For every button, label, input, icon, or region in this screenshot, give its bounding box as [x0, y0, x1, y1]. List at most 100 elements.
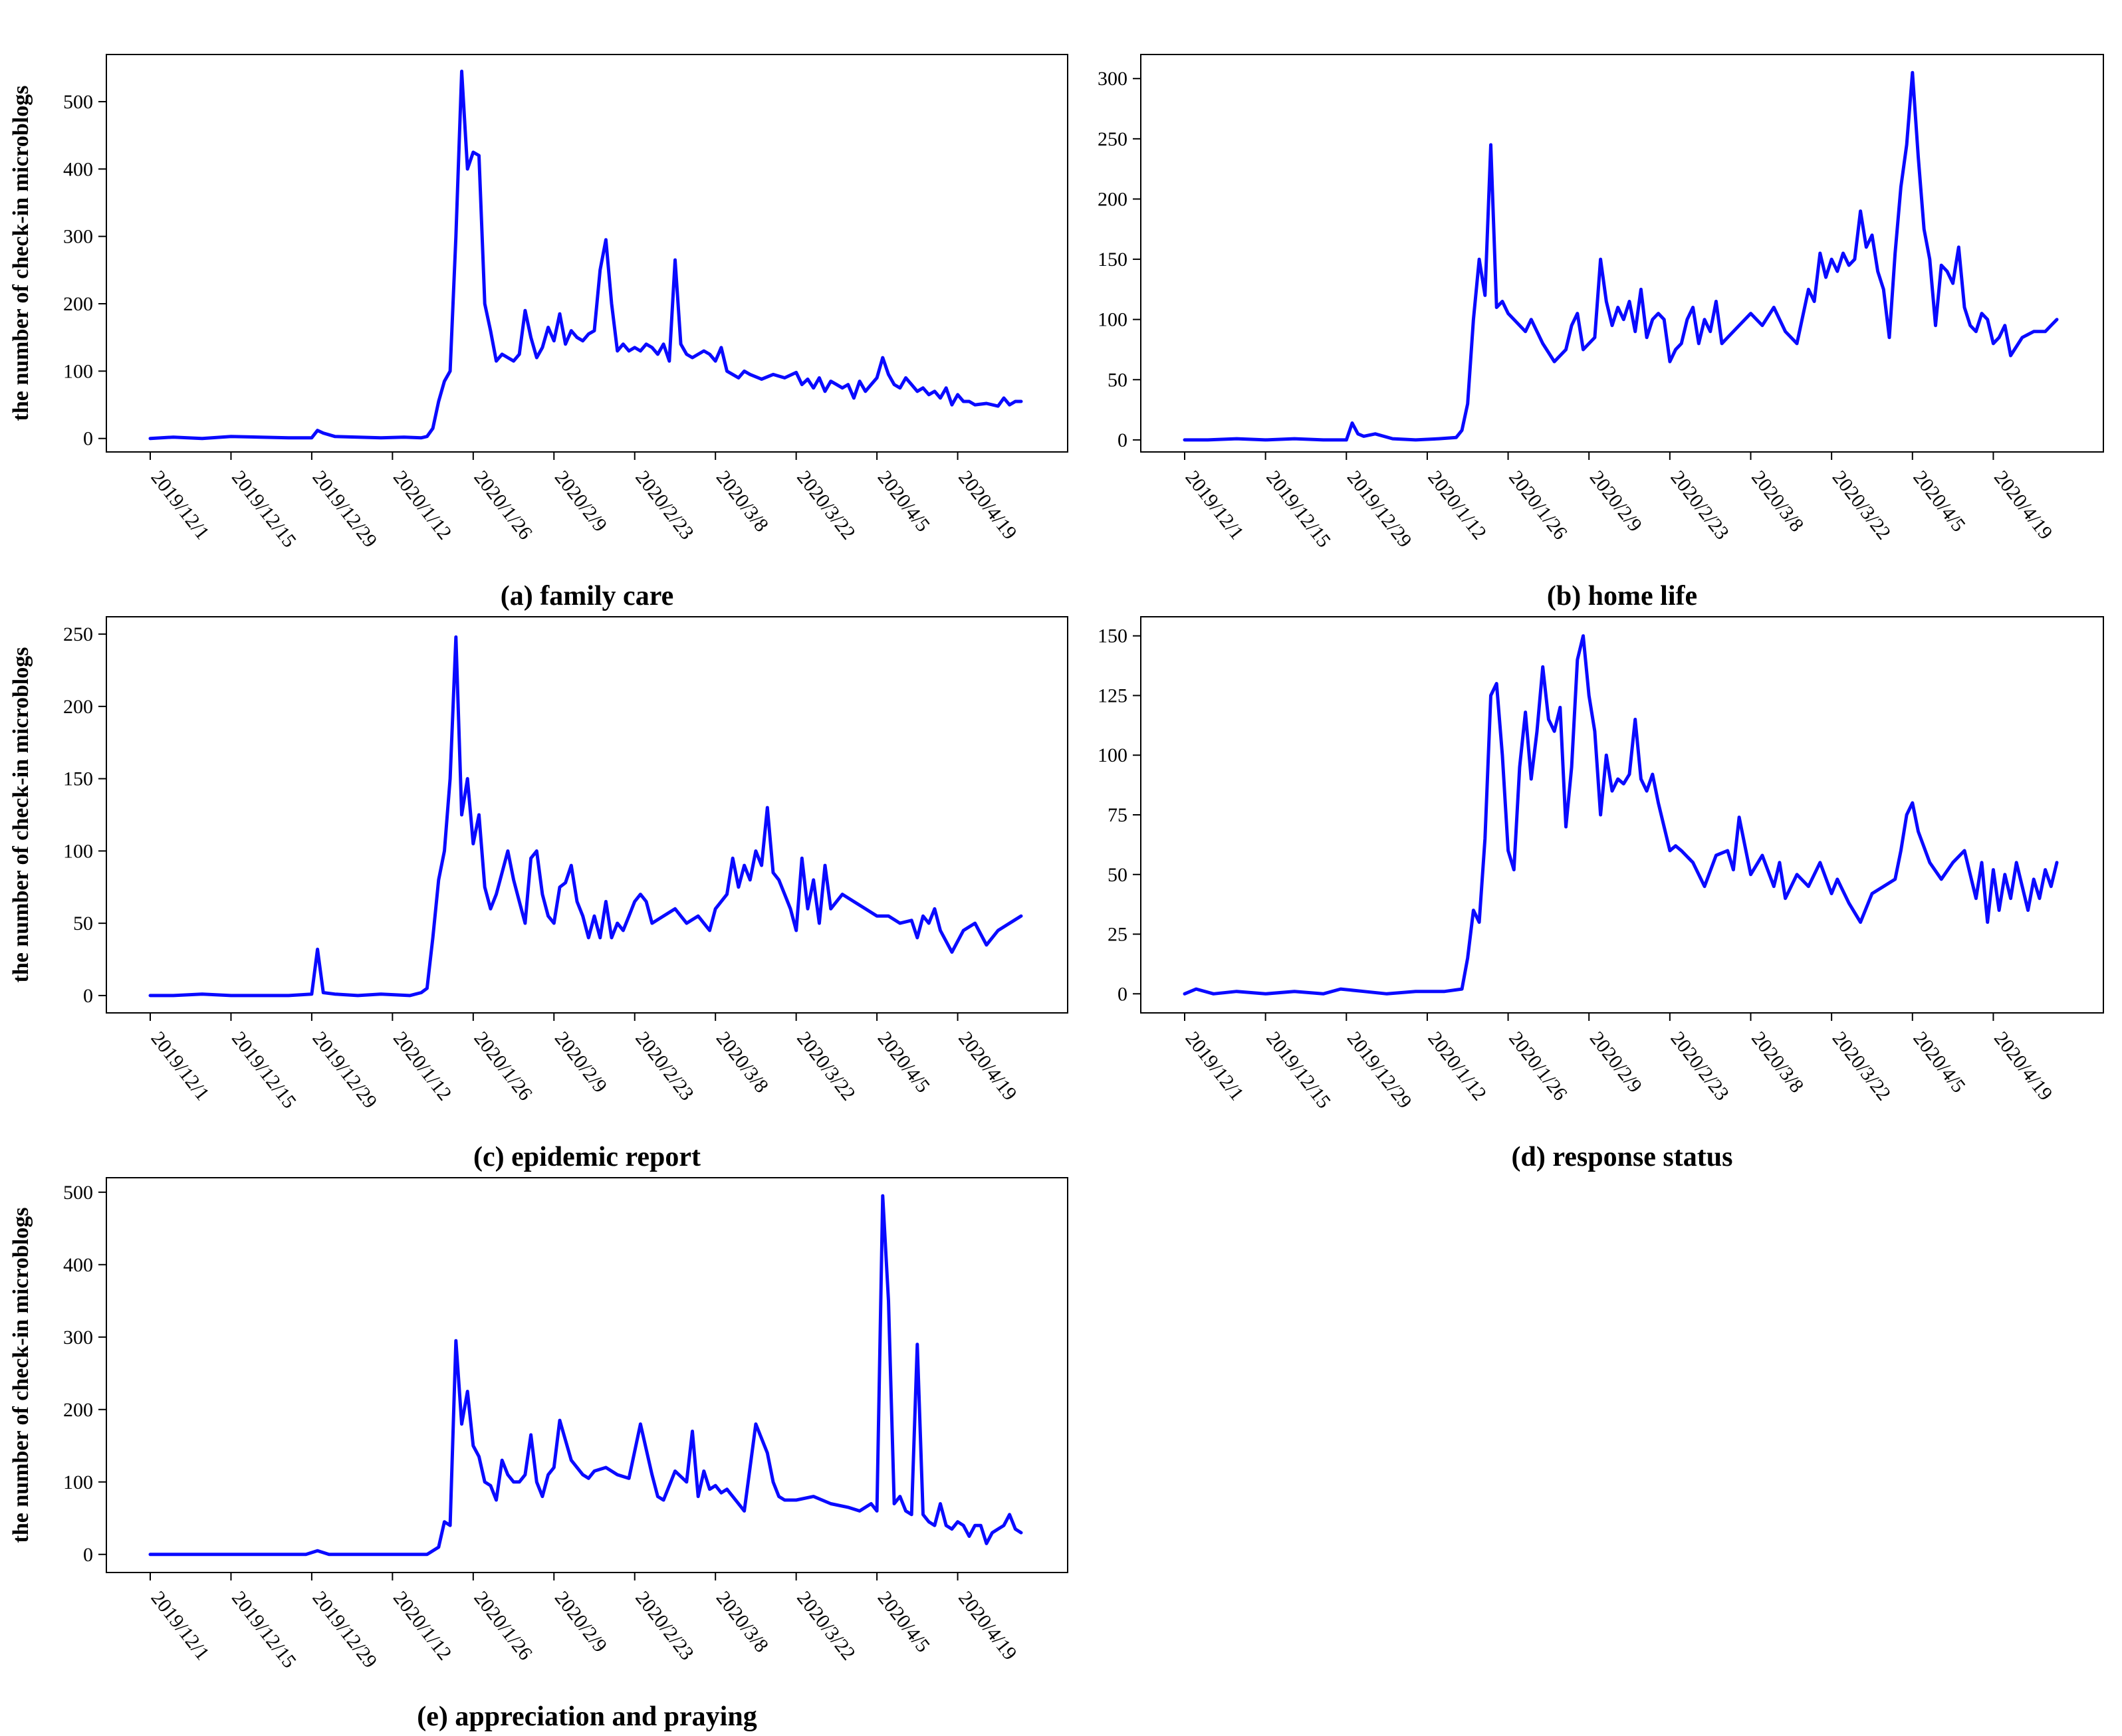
- x-tick-label: 2019/12/15: [227, 1587, 300, 1672]
- x-tick-label: 2020/3/8: [1747, 1028, 1808, 1097]
- x-tick-label: 2019/12/1: [146, 1028, 213, 1105]
- x-tick-label: 2019/12/15: [227, 1028, 300, 1113]
- panel-e-appreciation-and-praying: 0 100 200 300 400 500 2019/12/1 2019/12/15 2019/…: [9, 1177, 1068, 1732]
- y-tick-label: 100: [63, 1471, 93, 1493]
- y-tick-label: 50: [1108, 369, 1127, 391]
- x-tick-label: 2020/4/5: [1909, 467, 1970, 536]
- series-line: [148, 635, 1023, 998]
- x-tick-label: 2020/1/12: [389, 467, 456, 544]
- series-line: [148, 1194, 1023, 1557]
- x-tick-label: 2019/12/29: [308, 1587, 381, 1672]
- x-tick-label: 2020/3/22: [1828, 1028, 1895, 1105]
- plot-frame: [106, 616, 1068, 1014]
- x-tick-label: 2020/1/12: [389, 1587, 456, 1664]
- x-tick-label: 2020/4/19: [954, 1587, 1021, 1664]
- panel-c-epidemic-report: 0 50 100 150 200 250 2019/12/1 2019/12/15 2019/1…: [9, 616, 1068, 1172]
- x-tick-label: 2020/4/19: [954, 1028, 1021, 1105]
- panel-caption: (b) home life: [1547, 581, 1697, 611]
- x-tick-label: 2019/12/15: [227, 467, 300, 552]
- y-tick-label: 0: [1118, 429, 1127, 451]
- x-tick-label: 2020/1/26: [1504, 467, 1572, 544]
- x-tick-label: 2020/4/5: [874, 1587, 935, 1656]
- x-tick-label: 2020/2/23: [1666, 467, 1733, 544]
- series-line: [1183, 70, 2059, 442]
- panel-a-family-care: 0 100 200 300 400 500 2019/12/1 2019/12/15 2019/…: [9, 54, 1068, 611]
- y-tick-label: 75: [1108, 804, 1127, 826]
- y-tick-label: 150: [1098, 625, 1127, 647]
- x-tick-label: 2020/4/5: [874, 467, 935, 536]
- y-axis-label: the number of check-in microblogs: [9, 1208, 33, 1543]
- y-tick-label: 500: [63, 1182, 93, 1204]
- y-tick-label: 400: [63, 1254, 93, 1276]
- x-tick-label: 2019/12/15: [1262, 1028, 1335, 1113]
- y-tick-label: 0: [1118, 983, 1127, 1005]
- x-tick-label: 2020/2/23: [631, 1587, 698, 1664]
- x-tick-label: 2020/3/22: [1828, 467, 1895, 544]
- y-tick-label: 125: [1098, 685, 1127, 706]
- x-tick-label: 2019/12/1: [146, 1587, 213, 1664]
- y-tick-label: 0: [83, 428, 93, 450]
- y-tick-label: 250: [1098, 128, 1127, 150]
- x-tick-label: 2020/2/9: [1586, 1028, 1647, 1097]
- x-tick-label: 2020/3/8: [712, 1587, 773, 1656]
- x-tick-label: 2020/1/12: [389, 1028, 456, 1105]
- y-tick-label: 300: [63, 1327, 93, 1349]
- y-tick-label: 100: [1098, 744, 1127, 766]
- y-tick-label: 200: [63, 696, 93, 718]
- y-tick-label: 100: [63, 840, 93, 862]
- plot-frame: [106, 1177, 1068, 1573]
- x-tick-label: 2020/1/26: [469, 1587, 536, 1664]
- y-tick-label: 200: [63, 293, 93, 315]
- x-tick-label: 2020/2/9: [550, 1587, 612, 1656]
- series-line: [1183, 634, 2059, 996]
- x-tick-label: 2020/1/12: [1423, 467, 1490, 544]
- series-line: [148, 69, 1023, 441]
- panel-caption: (a) family care: [501, 581, 673, 611]
- y-tick-label: 250: [63, 623, 93, 645]
- panel-d-response-status: 0 25 50 75 100 125 150 2019/12/1 2019/12/15 2019/…: [1098, 616, 2104, 1172]
- x-tick-label: 2019/12/29: [308, 467, 381, 552]
- y-tick-label: 300: [63, 226, 93, 248]
- plot-frame: [1140, 54, 2104, 453]
- x-tick-label: 2020/4/19: [1990, 1028, 2057, 1105]
- y-tick-label: 50: [1108, 864, 1127, 886]
- y-tick-label: 100: [1098, 309, 1127, 331]
- plot-frame: [1140, 616, 2104, 1014]
- x-tick-label: 2020/3/8: [712, 1028, 773, 1097]
- x-tick-label: 2019/12/15: [1262, 467, 1335, 552]
- x-tick-label: 2020/3/8: [1747, 467, 1808, 536]
- x-tick-label: 2020/2/23: [631, 1028, 698, 1105]
- panel-caption: (d) response status: [1512, 1142, 1733, 1172]
- y-tick-label: 0: [83, 1544, 93, 1566]
- x-tick-label: 2020/2/9: [1586, 467, 1647, 536]
- x-tick-label: 2020/4/5: [874, 1028, 935, 1097]
- x-tick-label: 2020/3/22: [792, 1028, 860, 1105]
- y-tick-label: 300: [1098, 68, 1127, 90]
- x-tick-label: 2019/12/1: [1181, 467, 1248, 544]
- y-tick-label: 25: [1108, 924, 1127, 946]
- x-tick-label: 2019/12/1: [146, 467, 213, 544]
- y-axis-label: the number of check-in microblogs: [9, 647, 33, 983]
- x-tick-label: 2020/3/22: [792, 1587, 860, 1664]
- x-tick-label: 2020/2/23: [1666, 1028, 1733, 1105]
- y-axis-label: the number of check-in microblogs: [9, 86, 33, 421]
- x-tick-label: 2020/1/12: [1423, 1028, 1490, 1105]
- x-tick-label: 2020/1/26: [1504, 1028, 1572, 1105]
- x-tick-label: 2020/2/23: [631, 467, 698, 544]
- x-tick-label: 2020/4/19: [954, 467, 1021, 544]
- y-tick-label: 50: [73, 913, 93, 934]
- x-tick-label: 2020/4/5: [1909, 1028, 1970, 1097]
- x-tick-label: 2019/12/29: [1343, 467, 1416, 552]
- panel-caption: (e) appreciation and praying: [417, 1701, 757, 1732]
- panel-caption: (c) epidemic report: [473, 1142, 701, 1172]
- x-tick-label: 2020/1/26: [469, 1028, 536, 1105]
- y-tick-label: 200: [1098, 188, 1127, 210]
- y-tick-label: 0: [83, 985, 93, 1007]
- y-tick-label: 150: [1098, 249, 1127, 271]
- x-tick-label: 2020/4/19: [1990, 467, 2057, 544]
- x-tick-label: 2020/2/9: [550, 467, 612, 536]
- x-tick-label: 2019/12/29: [308, 1028, 381, 1113]
- x-tick-label: 2020/1/26: [469, 467, 536, 544]
- y-tick-label: 400: [63, 158, 93, 180]
